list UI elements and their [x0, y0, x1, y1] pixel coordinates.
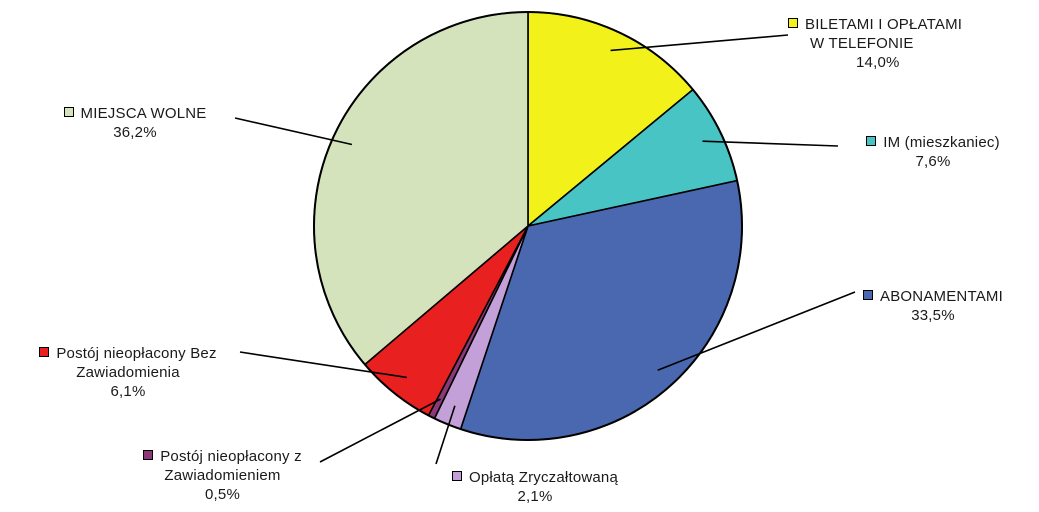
label-value-biletami: 14,0% — [856, 54, 900, 71]
label-text-biletami-2: W TELEFONIE — [810, 35, 914, 52]
legend-swatch-biletami — [788, 18, 798, 28]
label-value-abonamentami: 33,5% — [911, 307, 955, 324]
label-text-postoj-z-1: Postój nieopłacony z — [160, 448, 302, 465]
label-text-im: IM (mieszkaniec) — [883, 134, 1000, 151]
slice-label-abonamentami: ABONAMENTAMI 33,5% — [858, 287, 1008, 325]
legend-swatch-miejsca — [63, 107, 74, 117]
label-text-postoj-z-2: Zawiadomieniem — [164, 467, 281, 484]
slice-label-postoj-z: Postój nieopłacony z Zawiadomieniem 0,5% — [110, 447, 335, 504]
leader-line-postoj-bez — [239, 351, 407, 379]
label-text-abonamentami: ABONAMENTAMI — [880, 288, 1003, 305]
leader-line-im — [702, 140, 839, 147]
label-value-postoj-z: 0,5% — [205, 486, 240, 503]
label-value-im: 7,6% — [915, 153, 951, 170]
label-text-miejsca: MIEJSCA WOLNE — [80, 105, 207, 122]
leader-line-biletami — [610, 34, 789, 52]
slice-label-postoj-bez: Postój nieopłacony Bez Zawiadomienia 6,1… — [8, 344, 248, 401]
pie-outline — [313, 11, 743, 441]
leader-line-miejsca — [234, 117, 353, 146]
label-value-postoj-bez: 6,1% — [110, 383, 146, 400]
legend-swatch-postoj-z — [143, 450, 154, 460]
legend-swatch-oplata — [451, 471, 462, 481]
legend-swatch-im — [866, 136, 877, 146]
label-value-miejsca: 36,2% — [113, 124, 157, 141]
leader-line-oplata — [435, 405, 456, 465]
label-text-postoj-bez-1: Postój nieopłacony Bez — [56, 345, 217, 362]
slice-label-oplata: Opłatą Zryczałtowaną 2,1% — [430, 468, 640, 506]
leader-line-abonamentami — [657, 291, 856, 372]
leader-line-postoj-z — [319, 398, 441, 463]
legend-swatch-postoj-bez — [39, 347, 50, 357]
slice-label-miejsca: MIEJSCA WOLNE 36,2% — [40, 104, 230, 142]
label-text-postoj-bez-2: Zawiadomienia — [76, 364, 180, 381]
label-text-biletami-1: BILETAMI I OPŁATAMI — [805, 16, 963, 33]
label-value-oplata: 2,1% — [517, 488, 553, 505]
slice-label-im: IM (mieszkaniec) 7,6% — [848, 133, 1018, 171]
legend-swatch-abonamentami — [863, 290, 874, 300]
label-text-oplata: Opłatą Zryczałtowaną — [468, 469, 619, 486]
slice-label-biletami: BILETAMI I OPŁATAMI W TELEFONIE 14,0% — [788, 15, 1028, 72]
